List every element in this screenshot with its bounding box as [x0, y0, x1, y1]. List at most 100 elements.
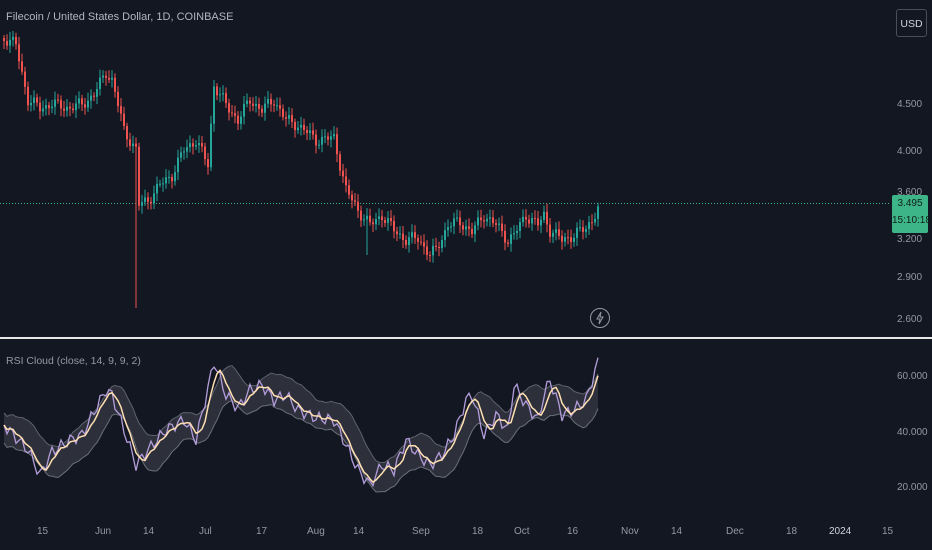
candle-body	[330, 136, 332, 140]
candle-body	[483, 220, 485, 222]
candle-body	[150, 201, 152, 204]
candle-body	[102, 75, 104, 78]
candle-body	[105, 75, 107, 78]
candle-body	[240, 116, 242, 124]
candle-body	[522, 216, 524, 223]
candle-body	[420, 241, 422, 243]
candle-body	[144, 197, 146, 203]
rsi-chart[interactable]	[0, 340, 890, 520]
price-chart[interactable]	[0, 0, 890, 335]
candle-body	[405, 239, 407, 246]
candle-body	[423, 242, 425, 247]
candle-body	[168, 176, 170, 178]
candle-body	[57, 99, 59, 101]
candle-body	[387, 218, 389, 223]
candle-body	[186, 147, 188, 152]
candle-body	[312, 130, 314, 135]
time-axis-label: Sep	[412, 526, 430, 537]
lightning-icon[interactable]	[590, 308, 610, 328]
candle-body	[453, 218, 455, 227]
candle-body	[246, 100, 248, 104]
price-axis-label: 4.000	[897, 146, 923, 157]
currency-button[interactable]: USD	[896, 9, 927, 37]
candle-body	[111, 77, 113, 80]
candle-body	[561, 235, 563, 242]
candle-body	[465, 226, 467, 230]
candle-body	[117, 91, 119, 107]
candle-body	[339, 154, 341, 171]
time-axis-label: 14	[671, 526, 683, 537]
candle-body	[207, 159, 209, 168]
time-axis-label: 14	[143, 526, 155, 537]
candle-body	[486, 218, 488, 222]
candle-body	[549, 224, 551, 237]
candle-body	[441, 240, 443, 249]
candle-body	[156, 183, 158, 194]
candle-body	[348, 185, 350, 195]
candle-body	[372, 222, 374, 225]
candle-body	[18, 44, 20, 62]
candle-body	[123, 113, 125, 127]
candle-body	[24, 71, 26, 87]
candle-body	[228, 103, 230, 113]
candle-body	[555, 229, 557, 233]
candle-body	[450, 226, 452, 228]
candle-body	[87, 100, 89, 108]
candle-body	[396, 231, 398, 235]
candle-body	[495, 223, 497, 225]
time-axis-label: Jun	[95, 526, 112, 537]
time-axis-label: 15	[882, 526, 894, 537]
candle-body	[333, 134, 335, 137]
candle-body	[537, 218, 539, 226]
time-axis-label: 16	[567, 526, 579, 537]
candle-body	[189, 143, 191, 148]
candle-body	[513, 233, 515, 235]
candle-body	[342, 170, 344, 177]
candle-body	[507, 242, 509, 244]
candle-body	[459, 217, 461, 226]
candle-body	[45, 105, 47, 109]
candle-body	[120, 106, 122, 114]
candle-body	[264, 103, 266, 113]
rsi-axis-label: 20.000	[897, 482, 928, 493]
candle-body	[468, 226, 470, 229]
candle-body	[357, 201, 359, 211]
candle-body	[54, 99, 56, 107]
rsi-cloud-lower	[3, 400, 599, 493]
candle-body	[585, 228, 587, 232]
candle-body	[81, 98, 83, 105]
candle-body	[564, 237, 566, 242]
pane-separator[interactable]	[0, 337, 932, 339]
candle-body	[366, 215, 368, 220]
candle-body	[456, 217, 458, 219]
candle-body	[183, 151, 185, 153]
candle-body	[363, 219, 365, 221]
candle-body	[225, 93, 227, 104]
candle-body	[354, 200, 356, 202]
candle-body	[195, 145, 197, 147]
candle-body	[210, 123, 212, 168]
candle-body	[132, 143, 134, 147]
candle-body	[75, 103, 77, 111]
candle-body	[315, 134, 317, 146]
price-axis-label: 3.600	[897, 187, 923, 198]
candle-body	[234, 113, 236, 116]
candle-body	[438, 246, 440, 249]
candle-body	[525, 216, 527, 220]
candle-body	[261, 108, 263, 113]
time-axis-label: 18	[472, 526, 484, 537]
candle-body	[384, 220, 386, 223]
candle-body	[540, 219, 542, 226]
candle-body	[147, 197, 149, 202]
time-axis-label: Dec	[726, 526, 744, 537]
current-price-tag: 3.495 15:10:18	[892, 195, 931, 233]
candle-body	[78, 98, 80, 104]
candle-body	[213, 86, 215, 124]
candle-body	[345, 176, 347, 186]
candle-body	[255, 103, 257, 106]
candle-body	[435, 245, 437, 247]
candle-body	[108, 77, 110, 80]
candle-body	[300, 124, 302, 128]
time-axis-label: 2024	[829, 526, 852, 537]
time-axis-label: Jul	[199, 526, 212, 537]
